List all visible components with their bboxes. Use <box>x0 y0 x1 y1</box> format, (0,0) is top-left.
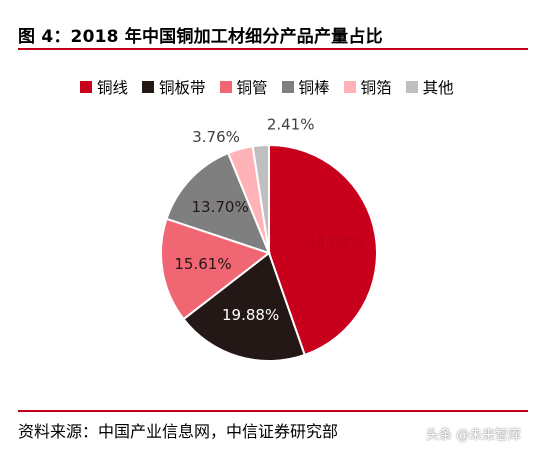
legend-item: 其他 <box>405 76 454 98</box>
slice-data-label: 2.41% <box>267 115 315 133</box>
pie-slice <box>165 151 271 255</box>
legend-label: 铜管 <box>236 79 268 97</box>
pie-slice <box>251 143 270 254</box>
legend-swatch <box>405 81 418 93</box>
slice-data-label: 13.70% <box>192 198 249 216</box>
legend-item: 铜管 <box>219 76 268 98</box>
slice-data-label: 19.88% <box>222 306 279 324</box>
slice-data-label: 44.64% <box>306 233 363 251</box>
pie-slice <box>182 251 306 362</box>
legend-label: 铜棒 <box>298 79 330 97</box>
legend-label: 其他 <box>422 79 454 97</box>
watermark: 头条 @未来智库 <box>426 428 522 443</box>
figure-title: 图 4：2018 年中国铜加工材细分产品产量占比 <box>18 27 383 47</box>
legend-swatch <box>142 81 155 93</box>
legend-label: 铜线 <box>97 79 129 97</box>
legend-swatch <box>343 81 356 93</box>
legend-label: 铜板带 <box>159 79 206 97</box>
slice-data-label: 3.76% <box>192 128 240 146</box>
slice-data-label: 15.61% <box>174 255 231 273</box>
legend-item: 铜线 <box>80 76 128 98</box>
legend-label: 铜箔 <box>360 79 392 97</box>
source-rule <box>18 410 528 412</box>
legend-item: 铜板带 <box>142 76 206 98</box>
title-rule <box>18 48 528 50</box>
pie-slice <box>268 143 378 357</box>
source-note: 资料来源：中国产业信息网，中信证券研究部 <box>18 422 339 441</box>
legend-item: 铜箔 <box>343 76 392 98</box>
chart-legend: 铜线 铜板带 铜管 铜棒 铜箔 其他 <box>80 76 454 98</box>
legend-swatch <box>219 81 232 93</box>
legend-item: 铜棒 <box>281 76 330 98</box>
pie-slice <box>160 217 272 321</box>
legend-swatch <box>80 81 92 93</box>
legend-swatch <box>281 81 294 93</box>
